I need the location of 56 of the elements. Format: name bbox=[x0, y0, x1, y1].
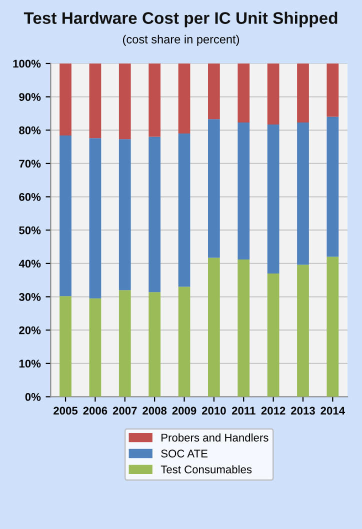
bar bbox=[297, 264, 309, 397]
x-tick-label: 2007 bbox=[112, 406, 137, 415]
bar bbox=[208, 63, 220, 120]
bar bbox=[178, 286, 190, 397]
bar bbox=[89, 298, 102, 397]
bar bbox=[208, 119, 220, 258]
y-tick-label: 0% bbox=[25, 393, 41, 401]
bar bbox=[89, 138, 102, 298]
y-tick-label: 100% bbox=[13, 60, 41, 68]
bar bbox=[178, 133, 190, 287]
bar bbox=[60, 135, 72, 296]
bar bbox=[238, 259, 250, 397]
x-tick-label: 2009 bbox=[172, 406, 196, 415]
x-tick-label: 2006 bbox=[83, 406, 108, 415]
x-tick-label: 2013 bbox=[291, 406, 315, 415]
y-tick-label: 60% bbox=[19, 193, 41, 201]
bar bbox=[267, 63, 280, 124]
bar bbox=[208, 258, 220, 397]
y-tick-label: 80% bbox=[19, 126, 41, 134]
bar bbox=[326, 256, 339, 397]
bar bbox=[178, 63, 190, 134]
bar bbox=[326, 116, 339, 257]
x-tick-label: 2008 bbox=[142, 406, 167, 415]
legend-label: SOC ATE bbox=[161, 450, 208, 458]
bar bbox=[297, 122, 309, 265]
chart-title: Test Hardware Cost per IC Unit Shipped bbox=[24, 12, 338, 28]
y-tick-label: 70% bbox=[19, 160, 41, 168]
bar bbox=[238, 63, 250, 122]
bar bbox=[89, 63, 102, 138]
bar bbox=[148, 63, 161, 137]
x-tick-label: 2012 bbox=[261, 406, 286, 415]
x-tick-label: 2010 bbox=[202, 406, 226, 415]
bar bbox=[118, 290, 131, 397]
bar bbox=[118, 63, 131, 140]
bar bbox=[60, 63, 72, 136]
legend-label: Test Consumables bbox=[160, 465, 252, 474]
bar bbox=[148, 292, 161, 397]
bar bbox=[297, 63, 309, 122]
y-tick-label: 40% bbox=[18, 260, 41, 268]
x-tick-label: 2014 bbox=[320, 406, 345, 415]
chart-subtitle: (cost share in percent) bbox=[123, 34, 239, 46]
y-tick-label: 20% bbox=[19, 326, 41, 334]
y-tick-label: 30% bbox=[18, 293, 41, 301]
bar bbox=[118, 139, 131, 290]
x-tick-label: 2005 bbox=[54, 406, 78, 415]
bar bbox=[326, 63, 339, 117]
y-tick-label: 90% bbox=[19, 93, 41, 101]
x-tick-label: 2011 bbox=[232, 406, 256, 415]
bar bbox=[267, 273, 280, 397]
bar bbox=[60, 296, 72, 397]
legend-label: Probers and Handlers bbox=[162, 433, 268, 442]
bar bbox=[238, 122, 250, 260]
y-tick-label: 10% bbox=[19, 360, 41, 368]
bar bbox=[148, 136, 161, 292]
y-tick-label: 50% bbox=[19, 226, 41, 234]
bar bbox=[267, 124, 280, 274]
